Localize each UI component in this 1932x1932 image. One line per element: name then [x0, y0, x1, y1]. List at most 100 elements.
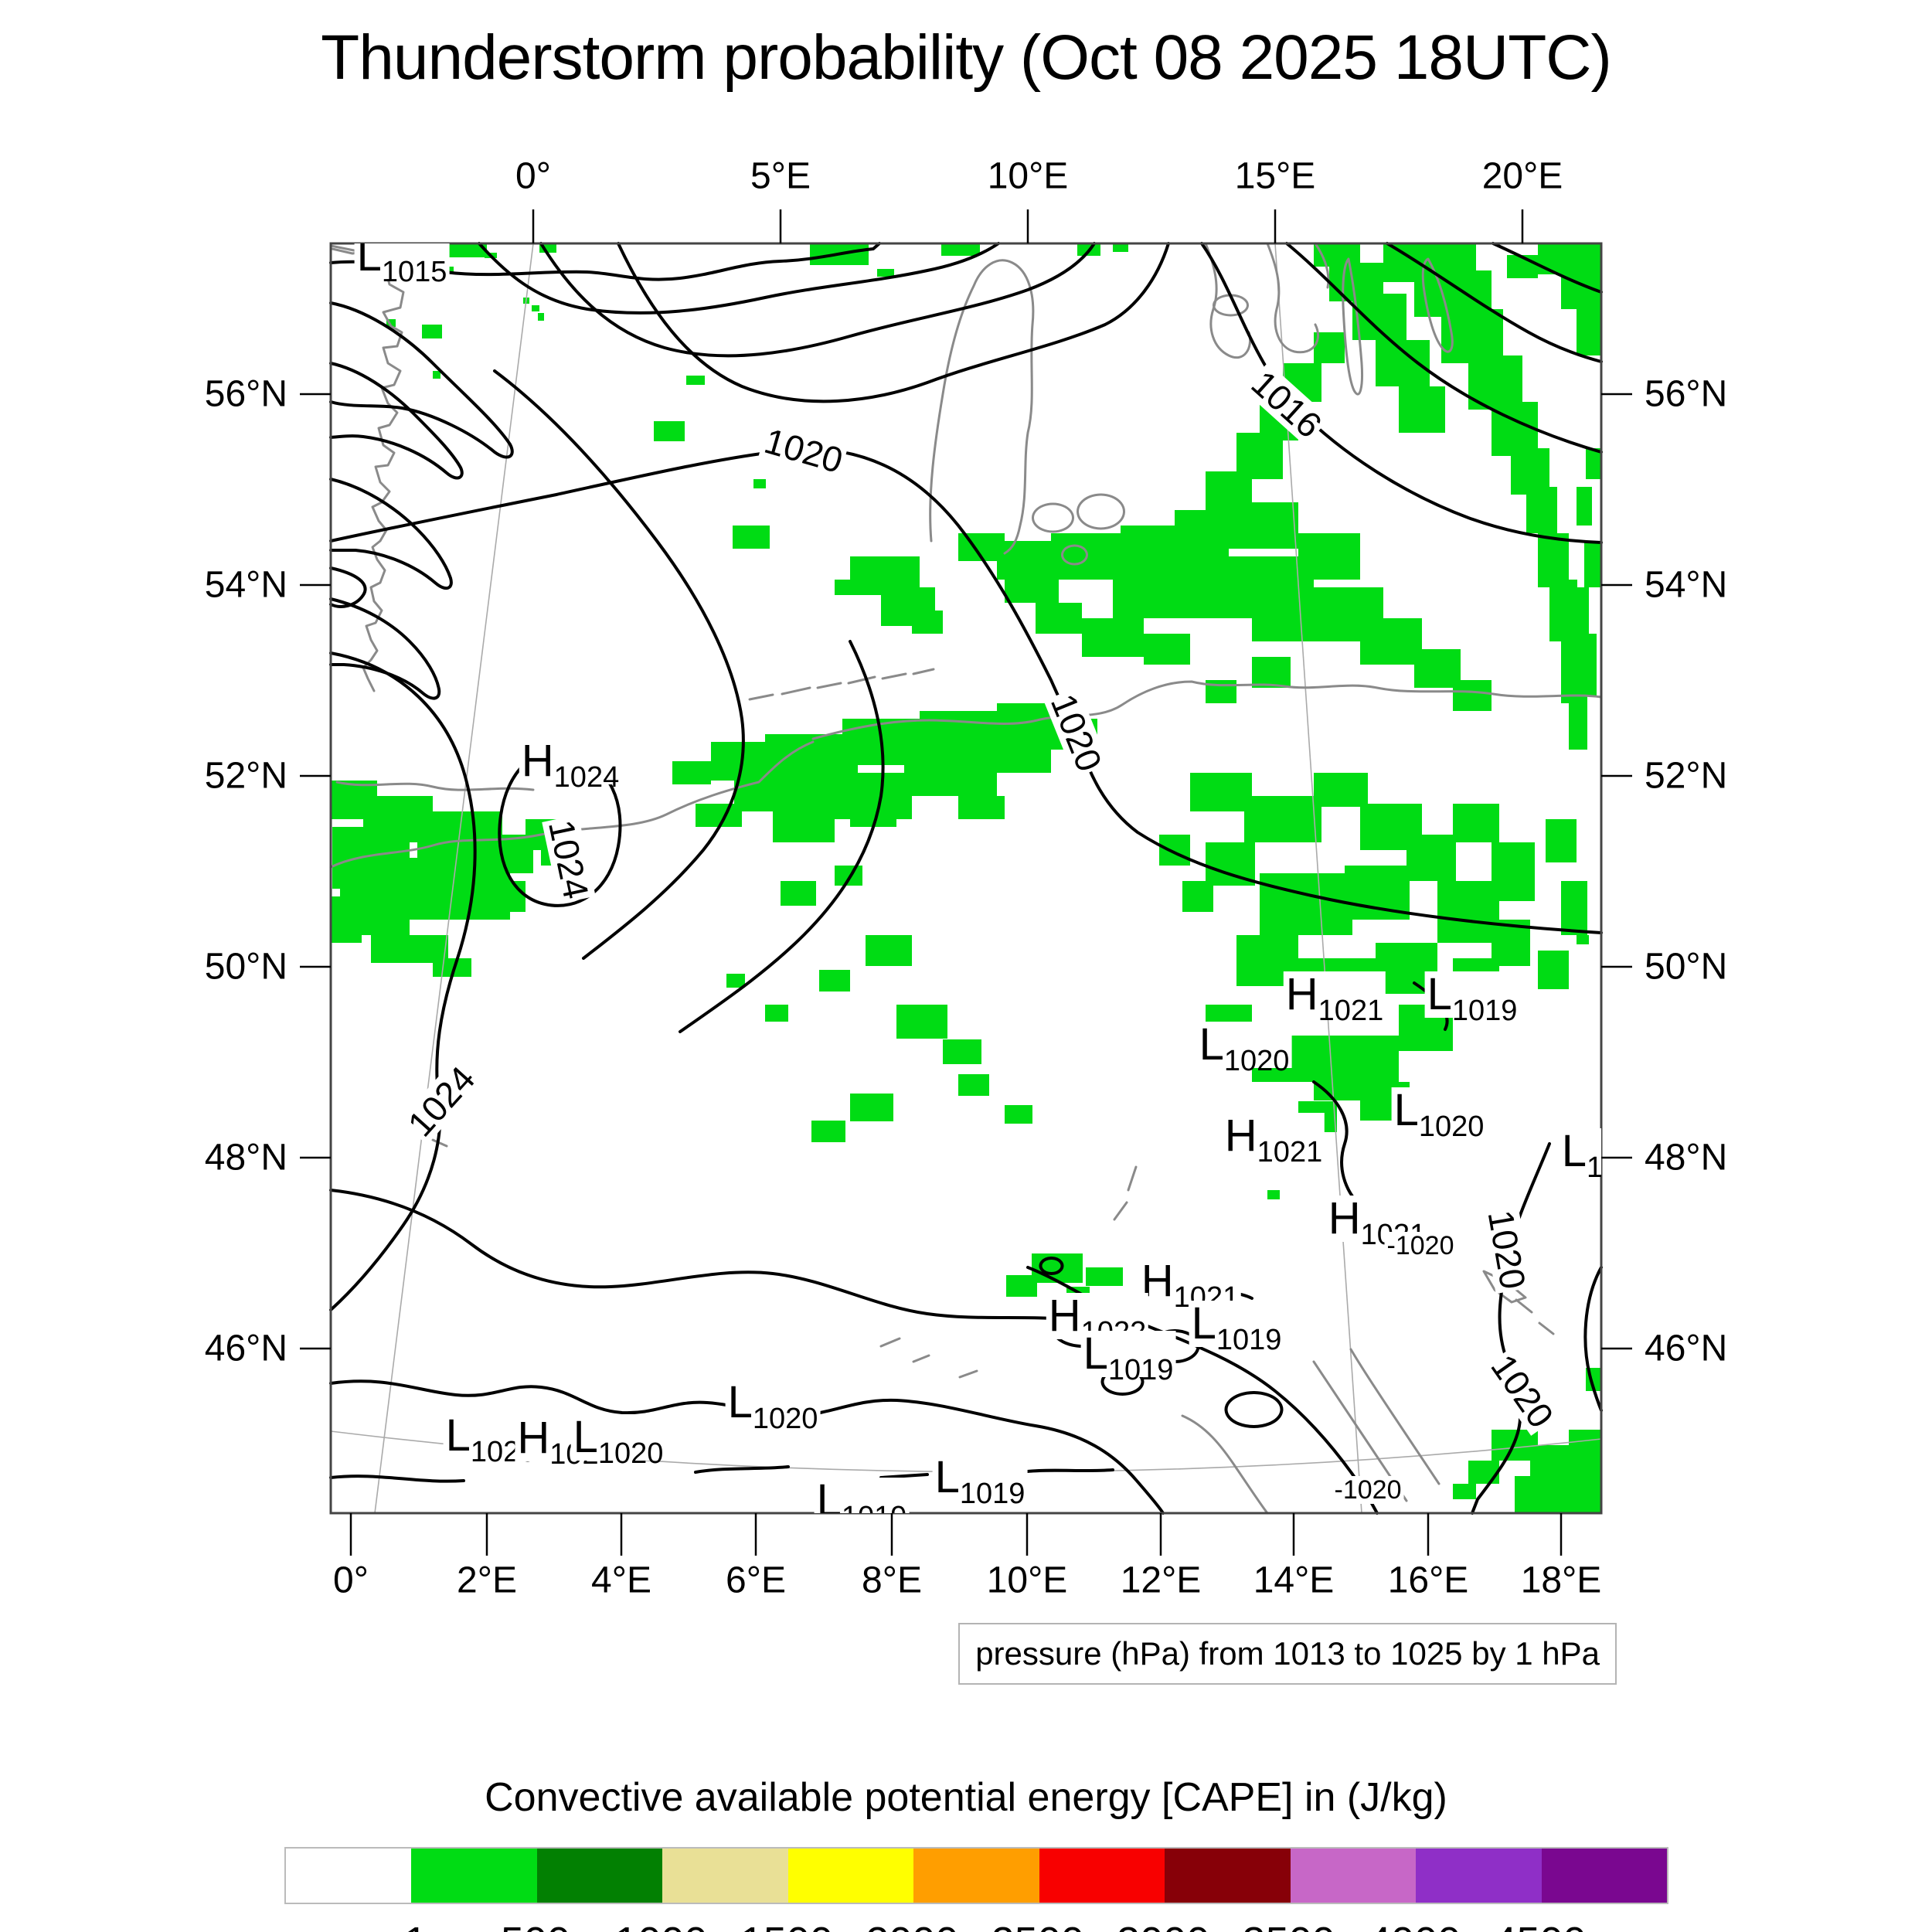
cape-cell — [904, 757, 997, 796]
pressure-letter: L — [1393, 1085, 1419, 1135]
cape-cell — [1005, 1105, 1032, 1124]
cape-cell — [422, 325, 442, 338]
pressure-letter: H — [517, 1413, 550, 1463]
cape-cell — [696, 804, 742, 827]
cape-cell — [1260, 873, 1352, 935]
coast-danish-islands — [1032, 493, 1125, 566]
legend-tick-label: 4500 — [1493, 1918, 1586, 1932]
pressure-center-marker: L1019 — [814, 1478, 910, 1513]
pressure-letter: L — [1191, 1298, 1216, 1349]
cape-cell — [446, 267, 454, 273]
cape-cell — [1244, 796, 1321, 842]
cape-cell — [811, 1121, 845, 1142]
cape-cell — [1507, 255, 1538, 278]
cape-cell — [1006, 1275, 1037, 1297]
lat-label-left: 56°N — [204, 373, 287, 415]
pressure-value: 1019 — [1107, 1354, 1174, 1386]
coast-britain — [329, 244, 410, 692]
isobar-nw-1 — [329, 301, 514, 459]
lon-label-bottom: 16°E — [1387, 1560, 1469, 1601]
isobar-nw-2 — [329, 362, 464, 480]
pressure-letter: H — [1048, 1291, 1081, 1341]
cape-cell — [1453, 680, 1492, 711]
pressure-center-marker: L1019 — [1189, 1298, 1284, 1355]
isobar-top-2 — [539, 242, 1096, 358]
coast-denmark — [929, 259, 1035, 555]
pressure-letter: L — [1561, 1126, 1587, 1176]
cape-cell — [1086, 1267, 1123, 1286]
lat-label-right: 54°N — [1645, 564, 1728, 606]
cape-cell — [989, 742, 1051, 773]
cape-colorbar — [284, 1847, 1668, 1904]
lon-label-bottom: 12°E — [1120, 1560, 1202, 1601]
lon-label-bottom: 2°E — [457, 1560, 517, 1601]
cape-cell — [1113, 244, 1128, 252]
cape-cell — [1577, 1472, 1601, 1513]
lat-label-right: 46°N — [1645, 1328, 1728, 1369]
cape-cell — [433, 371, 440, 379]
cape-cell — [1569, 696, 1587, 750]
isobar-label: 1020 — [758, 420, 849, 481]
isobar-south-segments — [329, 1465, 1114, 1483]
legend-color-cell — [1290, 1849, 1417, 1903]
lat-label-right: 50°N — [1645, 946, 1728, 988]
cape-cell — [1577, 487, 1592, 526]
pressure-letter: L — [1199, 1019, 1224, 1070]
cape-cell — [835, 580, 858, 595]
cape-cell — [1538, 533, 1569, 587]
pressure-letter: L — [1083, 1328, 1108, 1379]
isobar-label: 1020 — [1043, 686, 1110, 779]
pressure-center-marker: L1020 — [1391, 1085, 1487, 1141]
lon-label-bottom: 6°E — [726, 1560, 786, 1601]
lon-label-top: 5°E — [750, 155, 811, 197]
cape-cell — [781, 881, 816, 906]
cape-cell — [866, 935, 912, 966]
cape-cell — [912, 611, 943, 634]
cape-cell — [1453, 1484, 1476, 1499]
legend-tick-label: 1000 — [614, 1918, 707, 1932]
pressure-value: 1019 — [842, 1501, 907, 1513]
lon-label-bottom: 10°E — [986, 1560, 1068, 1601]
cape-cell — [1206, 502, 1298, 549]
isobar-ne-1 — [1285, 242, 1603, 454]
meridian-15E — [1274, 243, 1362, 1514]
coastline-layer — [329, 242, 1603, 1515]
cape-cell — [1546, 819, 1577, 862]
pressure-marker-layer: L1015 H1024 1024 1024 1020 1020 1016 H1021 L1019… — [331, 243, 1601, 1513]
isobar-label: -1020 — [1384, 1232, 1457, 1260]
cape-cell — [448, 243, 487, 257]
pressure-value: 1015 — [381, 256, 447, 288]
pressure-value: 1019 — [1216, 1324, 1282, 1356]
cape-cell — [1569, 1430, 1601, 1476]
cape-cell — [1036, 603, 1082, 634]
cape-cell — [958, 796, 1005, 819]
legend-color-cell — [1165, 1849, 1291, 1903]
isobar-label: 1016 — [1243, 362, 1331, 447]
pressure-center-marker: H1024 — [519, 736, 622, 792]
isobar-label: 1024 — [399, 1057, 484, 1145]
map-frame-layer — [329, 242, 1603, 1515]
cape-cell — [753, 479, 766, 488]
terrain-marks — [331, 247, 1138, 1379]
cape-cell — [1526, 487, 1557, 533]
cape-cell — [1468, 1461, 1499, 1484]
pressure-range-caption: pressure (hPa) from 1013 to 1025 by 1 hP… — [958, 1623, 1617, 1685]
coast-italy-west — [1181, 1414, 1269, 1515]
legend-title: Convective available potential energy [C… — [485, 1775, 1447, 1820]
legend-color-cell — [913, 1849, 1039, 1903]
cape-cell — [1561, 881, 1587, 935]
cape-cell — [1298, 533, 1360, 580]
legend-tick-label: 500 — [501, 1918, 570, 1932]
coast-england-south — [335, 781, 535, 791]
legend-color-cell — [411, 1849, 537, 1903]
pressure-letter: L — [934, 1452, 960, 1502]
coast-frisian-islands — [748, 668, 935, 701]
cape-cell — [943, 1039, 981, 1064]
cape-cell — [1182, 881, 1213, 912]
legend-tick-label: 2500 — [992, 1918, 1084, 1932]
axis-tick-layer — [300, 209, 1632, 1556]
isobar-label: 1020 — [1483, 1345, 1562, 1437]
isobar-ne-2 — [1386, 242, 1603, 363]
pressure-letter: H — [521, 736, 554, 786]
cape-cell — [958, 1074, 989, 1096]
